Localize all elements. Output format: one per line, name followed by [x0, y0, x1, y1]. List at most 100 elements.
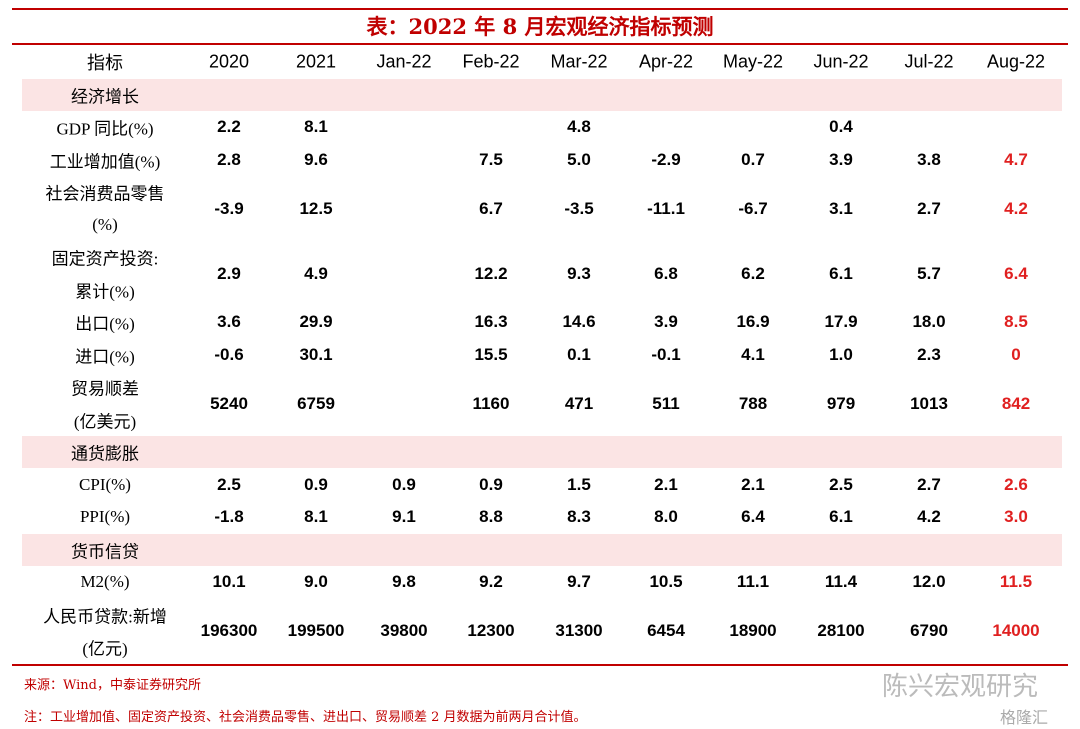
cell-value: 2.1 [654, 474, 678, 494]
cell-value: 979 [826, 393, 856, 413]
cell-value: -3.5 [564, 198, 594, 218]
column-header: Feb-22 [462, 51, 520, 72]
cell-value: -11.1 [647, 198, 685, 218]
row-label: 人民币贷款:新增 [43, 607, 167, 627]
cell-value: 6759 [297, 393, 335, 413]
cell-value: 39800 [380, 621, 428, 640]
row-label: CPI(%) [79, 474, 131, 494]
column-header: 2021 [295, 51, 337, 72]
cell-value: 6.1 [829, 507, 853, 527]
source: 来源：Wind，中泰证券研究所 [24, 678, 201, 693]
cell-value: 16.9 [736, 312, 770, 332]
cell-value: -3.9 [214, 198, 244, 218]
cell-value: 2.5 [217, 474, 241, 494]
cell-value: 0.1 [567, 344, 591, 364]
cell-value: 9.0 [304, 572, 328, 592]
cell-value: 4.9 [304, 263, 328, 283]
cell-value: 9.3 [567, 263, 591, 283]
cell-value: 6.4 [1004, 263, 1028, 283]
note: 注：工业增加值、固定资产投资、社会消费品零售、进出口、贸易顺差 2 月数据为前两… [24, 710, 587, 725]
cell-value: 8.5 [1004, 312, 1028, 332]
section-band [22, 436, 1062, 468]
row-label: (亿元) [82, 639, 128, 659]
cell-value: 12.2 [474, 263, 508, 283]
row-label: 累计(%) [75, 282, 135, 302]
cell-value: 0.7 [741, 149, 765, 169]
row-label: 贸易顺差 [71, 379, 139, 399]
row-label: PPI(%) [79, 507, 131, 527]
cell-value: 10.5 [649, 572, 683, 592]
cell-value: 9.7 [567, 572, 591, 592]
cell-value: -1.8 [214, 507, 244, 527]
cell-value: 196300 [200, 621, 258, 640]
cell-value: 2.6 [1004, 474, 1028, 494]
column-header: Jul-22 [904, 51, 954, 72]
cell-value: 9.2 [479, 572, 503, 592]
cell-value: 17.9 [824, 312, 858, 332]
cell-value: 0.4 [829, 117, 853, 137]
cell-value: 9.1 [392, 507, 416, 527]
column-header: Apr-22 [638, 51, 694, 72]
cell-value: 12.0 [912, 572, 946, 592]
column-header: 指标 [87, 53, 123, 73]
cell-value: 6454 [647, 621, 685, 640]
column-header: Aug-22 [986, 51, 1046, 72]
cell-value: 31300 [555, 621, 603, 640]
cell-value: 5240 [210, 393, 248, 413]
cell-value: 2.7 [917, 474, 941, 494]
cell-value: 8.3 [567, 507, 591, 527]
cell-value: 788 [738, 393, 768, 413]
cell-value: 4.1 [741, 344, 765, 364]
cell-value: 0.9 [479, 474, 503, 494]
row-label: 工业增加值(%) [49, 152, 161, 172]
cell-value: 4.7 [1004, 149, 1028, 169]
cell-value: 9.8 [392, 572, 416, 592]
cell-value: 6.2 [741, 263, 765, 283]
cell-value: 2.2 [217, 117, 241, 137]
cell-value: 0.9 [304, 474, 328, 494]
cell-value: 6790 [910, 621, 948, 640]
cell-value: 3.8 [917, 149, 941, 169]
cell-value: 6.7 [479, 198, 503, 218]
cell-value: 6.8 [654, 263, 678, 283]
cell-value: 11.1 [736, 572, 770, 592]
cell-value: 2.8 [217, 149, 241, 169]
top-rule [12, 8, 1068, 10]
cell-value: 0 [1011, 344, 1021, 364]
cell-value: 7.5 [479, 149, 503, 169]
cell-value: 199500 [287, 621, 345, 640]
cell-value: 3.6 [217, 312, 241, 332]
column-header: Jan-22 [376, 51, 432, 72]
cell-value: -6.7 [738, 198, 768, 218]
row-label: 固定资产投资: [51, 249, 159, 269]
title-rule [12, 43, 1068, 45]
cell-value: 9.6 [304, 149, 328, 169]
row-label: (亿美元) [73, 412, 137, 432]
cell-value: -2.9 [651, 149, 681, 169]
cell-value: 5.7 [917, 263, 941, 283]
cell-value: 8.0 [654, 507, 678, 527]
column-header: May-22 [722, 51, 784, 72]
cell-value: 3.9 [829, 149, 853, 169]
cell-value: 18.0 [912, 312, 946, 332]
cell-value: 2.5 [829, 474, 853, 494]
cell-value: 15.5 [474, 344, 508, 364]
cell-value: 842 [1001, 393, 1031, 413]
row-label: 出口(%) [75, 314, 135, 334]
cell-value: 3.9 [654, 312, 678, 332]
cell-value: 1013 [910, 393, 948, 413]
cell-value: 5.0 [567, 149, 591, 169]
cell-value: 511 [652, 393, 680, 413]
row-label: 社会消费品零售 [45, 184, 165, 204]
cell-value: 8.1 [304, 117, 328, 137]
cell-value: 2.1 [741, 474, 765, 494]
cell-value: 1.5 [567, 474, 591, 494]
section-band [22, 78, 1062, 111]
cell-value: 11.5 [999, 572, 1033, 592]
cell-value: 2.3 [917, 344, 941, 364]
section-band [22, 533, 1062, 566]
cell-value: 12.5 [299, 198, 333, 218]
cell-value: 4.2 [1004, 198, 1028, 218]
watermark: 陈兴宏观研究 [882, 672, 1039, 702]
